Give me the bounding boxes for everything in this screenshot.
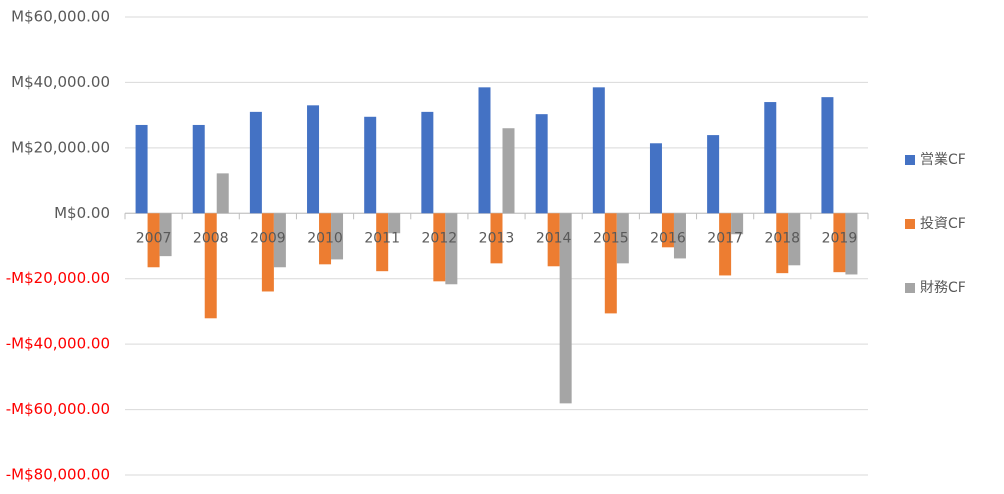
legend-swatch	[905, 219, 915, 229]
legend-label: 投資CF	[920, 216, 966, 232]
x-tick-label: 2013	[479, 230, 515, 246]
bar	[147, 213, 160, 268]
x-tick-label: 2012	[422, 230, 458, 246]
bar	[731, 213, 744, 235]
bar	[535, 114, 548, 214]
x-tick-label: 2011	[364, 230, 400, 246]
bar	[604, 213, 617, 314]
bar	[478, 87, 491, 214]
bar	[502, 128, 515, 214]
bar	[547, 213, 560, 267]
x-tick-label: 2016	[650, 230, 686, 246]
bar	[135, 124, 148, 214]
bar	[216, 173, 229, 214]
bar	[159, 213, 172, 257]
bar	[192, 124, 205, 214]
bar	[559, 213, 572, 404]
y-tick-label: M$60,000.00	[11, 8, 110, 26]
x-tick-label: 2015	[593, 230, 629, 246]
bar	[319, 213, 332, 265]
bar	[845, 213, 858, 275]
bar	[661, 213, 674, 248]
x-tick-label: 2014	[536, 230, 572, 246]
legend-swatch	[905, 283, 915, 293]
y-tick-label: M$20,000.00	[11, 138, 110, 156]
bar	[833, 213, 846, 273]
bar	[707, 135, 720, 214]
bar	[776, 213, 789, 274]
x-tick-label: 2010	[307, 230, 343, 246]
bar	[821, 97, 834, 214]
bar	[388, 213, 401, 234]
bar	[445, 213, 458, 285]
bar	[433, 213, 446, 282]
bar	[273, 213, 286, 268]
legend-label: 営業CF	[920, 152, 966, 168]
y-tick-label: M$0.00	[54, 204, 110, 222]
bar	[421, 111, 434, 214]
legend-label: 財務CF	[920, 280, 966, 296]
bar	[490, 213, 503, 264]
legend-swatch	[905, 155, 915, 165]
bar	[307, 105, 320, 214]
x-tick-label: 2018	[764, 230, 800, 246]
bar	[719, 213, 732, 276]
y-tick-label: M$40,000.00	[11, 73, 110, 91]
x-tick-label: 2008	[193, 230, 229, 246]
bar	[331, 213, 344, 260]
bar	[249, 111, 262, 214]
bar	[788, 213, 801, 266]
y-tick-label: -M$40,000.00	[6, 335, 110, 353]
x-tick-label: 2009	[250, 230, 286, 246]
bar	[592, 87, 605, 214]
y-tick-label: -M$60,000.00	[6, 400, 110, 418]
x-tick-label: 2017	[707, 230, 743, 246]
x-tick-label: 2007	[136, 230, 172, 246]
y-tick-label: -M$20,000.00	[6, 269, 110, 287]
bar	[364, 116, 377, 214]
bar	[649, 143, 662, 214]
bar	[261, 213, 274, 292]
bar	[376, 213, 389, 272]
bar	[616, 213, 629, 264]
bar	[673, 213, 686, 259]
y-tick-label: -M$80,000.00	[6, 466, 110, 484]
bar	[764, 102, 777, 214]
bar	[204, 213, 217, 319]
x-tick-label: 2019	[822, 230, 858, 246]
